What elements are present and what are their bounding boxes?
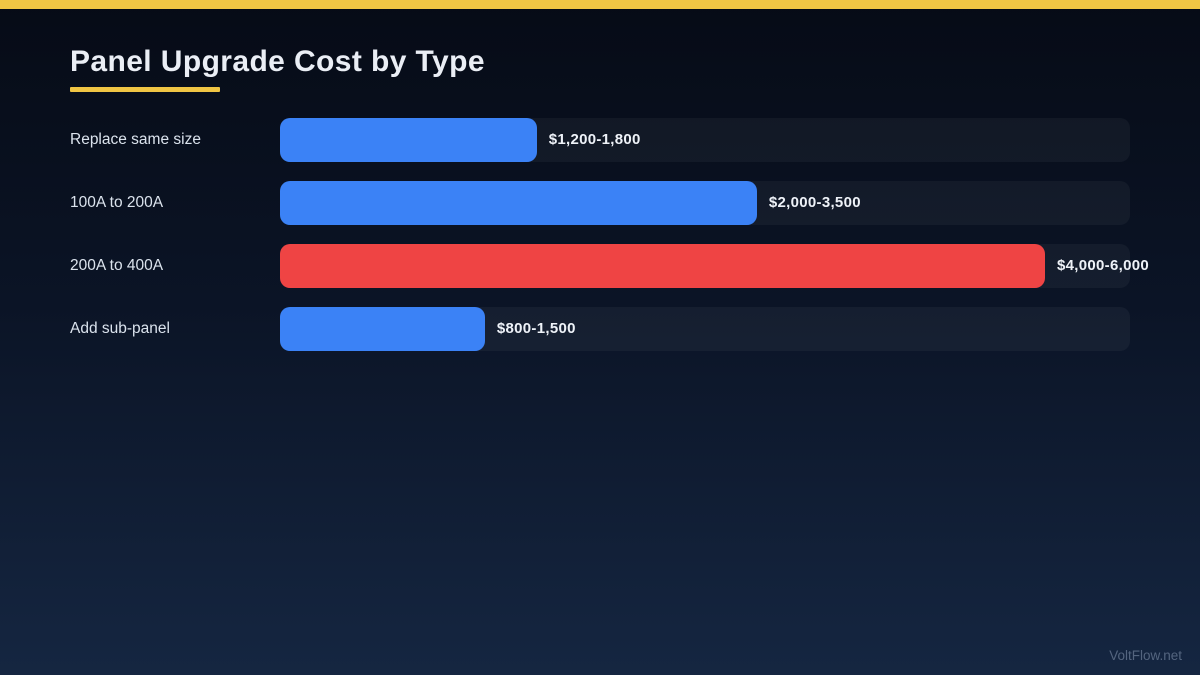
chart-row: 100A to 200A $2,000-3,500 xyxy=(70,181,1180,225)
category-label: 100A to 200A xyxy=(70,194,164,211)
infographic-content: Panel Upgrade Cost by Type Replace same … xyxy=(0,9,1200,370)
value-bar xyxy=(280,118,537,162)
value-bar xyxy=(280,244,1045,288)
value-label: $1,200-1,800 xyxy=(548,131,641,148)
title-underline xyxy=(70,87,220,92)
watermark: VoltFlow.net xyxy=(1109,648,1182,663)
top-accent-strip xyxy=(0,0,1200,9)
value-label: $800-1,500 xyxy=(496,320,576,337)
chart-row: 200A to 400A $4,000-6,000 xyxy=(70,244,1180,288)
value-label: $4,000-6,000 xyxy=(1057,257,1150,274)
category-label: Replace same size xyxy=(70,131,201,148)
bar-chart: Replace same size $1,200-1,800 100A to 200… xyxy=(0,118,1200,351)
bar-track xyxy=(280,118,1130,162)
value-label: $2,000-3,500 xyxy=(768,194,861,211)
chart-row: Add sub-panel $800-1,500 xyxy=(70,307,1180,351)
bar-track xyxy=(280,181,1130,225)
value-bar xyxy=(280,181,757,225)
bar-track xyxy=(280,244,1130,288)
category-label: Add sub-panel xyxy=(70,320,170,337)
chart-row: Replace same size $1,200-1,800 xyxy=(70,118,1180,162)
bar-track xyxy=(280,307,1130,351)
page-title: Panel Upgrade Cost by Type xyxy=(70,45,485,78)
value-bar xyxy=(280,307,485,351)
category-label: 200A to 400A xyxy=(70,257,164,274)
